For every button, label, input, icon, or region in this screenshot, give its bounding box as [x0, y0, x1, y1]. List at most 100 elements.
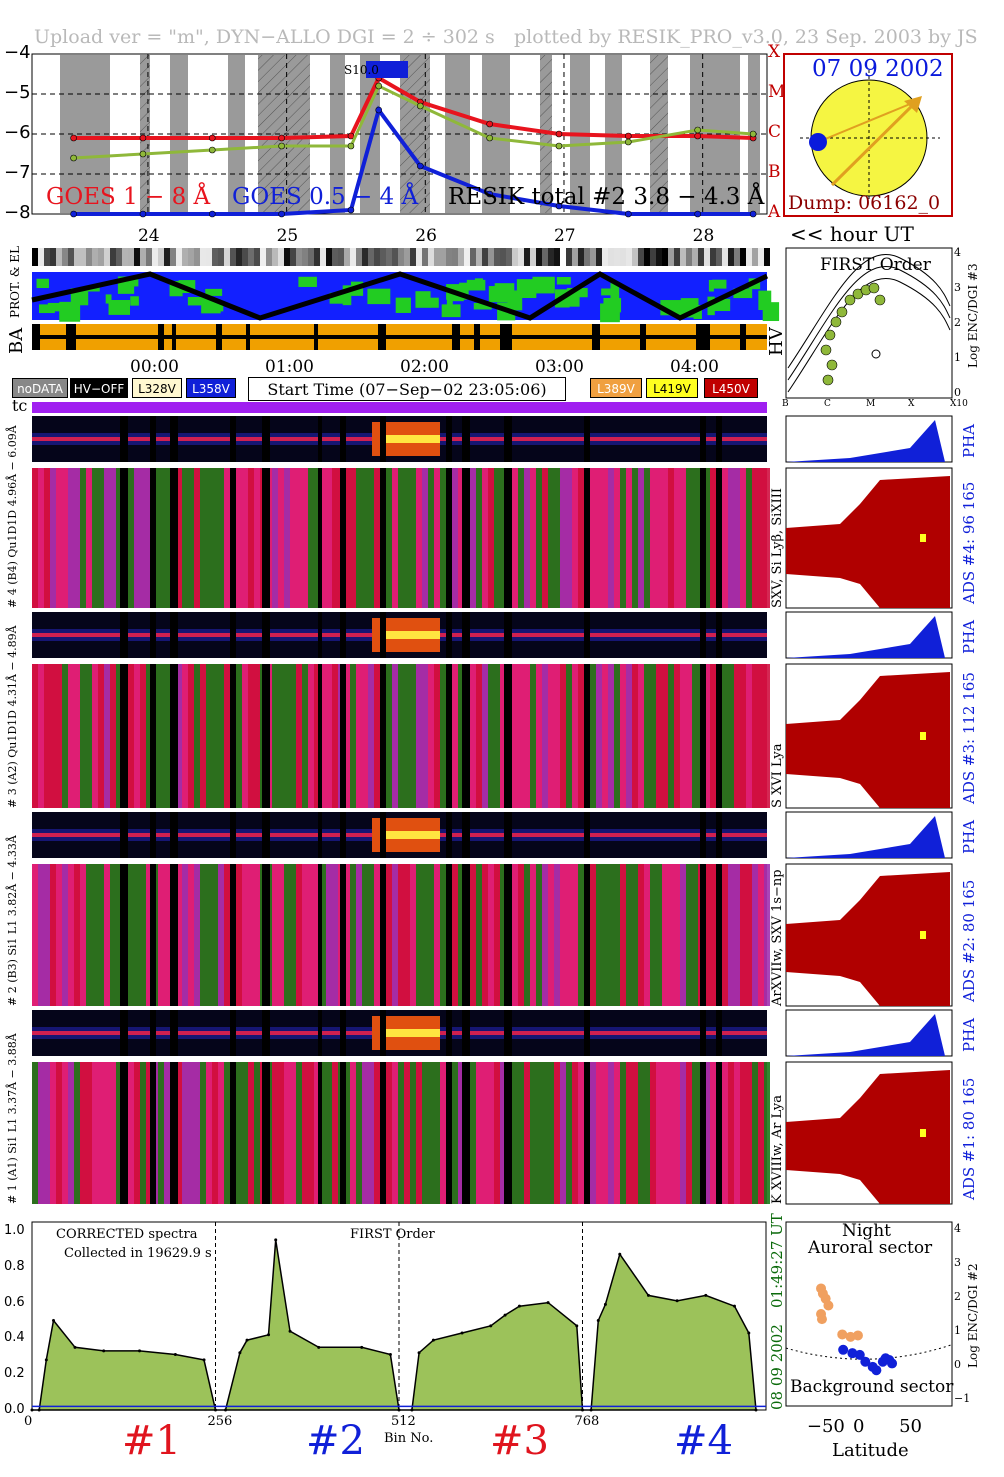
dyn-column	[644, 468, 650, 608]
dyn-column	[374, 664, 380, 808]
dyn-column	[356, 664, 362, 808]
el-cell	[674, 248, 680, 266]
pha-gap	[262, 416, 270, 462]
spectrum-point	[138, 1349, 142, 1353]
dyn-column	[356, 864, 362, 1006]
dyn-column	[614, 468, 620, 608]
dyn-column	[224, 864, 230, 1006]
goes-class-letter: B	[768, 162, 781, 182]
el-cell	[608, 248, 614, 266]
dyn-column	[116, 664, 122, 808]
spectrum-point	[288, 1329, 292, 1333]
dyn-column	[500, 468, 506, 608]
dyn-column	[548, 468, 554, 608]
dyn-column	[524, 664, 530, 808]
dyn-column	[284, 1062, 290, 1204]
el-cell	[236, 248, 242, 266]
dyn-column	[164, 468, 170, 608]
goes-series-point	[486, 190, 493, 198]
dyn-gap	[380, 864, 386, 1006]
dyn-column	[410, 664, 416, 808]
spectrum-point	[397, 1408, 401, 1412]
dyn-column	[596, 468, 602, 608]
pha-gap	[462, 416, 470, 462]
el-cell	[656, 248, 662, 266]
pha-gap	[380, 812, 386, 858]
dyn-column	[146, 864, 152, 1006]
dyn-column	[650, 664, 656, 808]
dyn-column	[626, 664, 632, 808]
night-label: Night	[842, 1221, 891, 1241]
dyn-column	[656, 468, 662, 608]
dyn-column	[500, 1062, 506, 1204]
el-cell	[182, 248, 188, 266]
el-cell	[722, 248, 728, 266]
sun-date: 07 09 2002	[812, 56, 944, 82]
dyn-column	[320, 1062, 326, 1204]
dyn-column	[128, 1062, 134, 1204]
spectrum-point	[704, 1293, 708, 1297]
prot-green	[708, 279, 714, 292]
spectrum-point	[317, 1345, 321, 1349]
goes-series-point	[347, 206, 355, 214]
dyn-column	[710, 664, 716, 808]
dyn-column	[728, 664, 734, 808]
dyn-column	[290, 864, 296, 1006]
first-order-y-tick: 3	[954, 281, 961, 294]
dyn-column	[740, 468, 746, 608]
el-cell	[746, 248, 752, 266]
dyn-column	[722, 864, 728, 1006]
first-order-curve	[787, 266, 951, 381]
dyn-gap	[170, 468, 178, 608]
spectrum-point	[581, 1408, 584, 1412]
dyn-column	[332, 1062, 338, 1204]
spectrum-point	[603, 1302, 607, 1306]
dyn-column	[548, 1062, 554, 1204]
pha-gap	[170, 416, 178, 462]
first-order-point	[868, 282, 880, 294]
dyn-column	[44, 468, 50, 608]
dyn-column	[608, 1062, 614, 1204]
dyn-column	[362, 1062, 368, 1204]
dyn-column	[656, 864, 662, 1006]
dyn-column	[308, 1062, 314, 1204]
dyn-column	[272, 1062, 278, 1204]
dyn-column	[344, 664, 350, 808]
dyn-column	[680, 1062, 686, 1204]
goes-x-tick: 28	[692, 226, 715, 246]
dyn-column	[224, 664, 230, 808]
dyn-column	[398, 468, 404, 608]
el-cell	[242, 248, 248, 266]
dyn-gap	[170, 664, 178, 808]
spectrum-x-tick: 0	[24, 1414, 33, 1429]
dyn-column	[620, 1062, 626, 1204]
dyn-column	[554, 468, 560, 608]
dyn-column	[734, 1062, 740, 1204]
dyn-column	[104, 1062, 110, 1204]
dyn-column	[302, 864, 308, 1006]
goes-series-point	[417, 102, 424, 110]
dyn-column	[578, 1062, 584, 1204]
resik-label: RESIK total #2 3.8 − 4.3 Å	[448, 184, 765, 210]
el-cell	[62, 248, 68, 266]
dyn-column	[572, 468, 578, 608]
dyn-column	[722, 1062, 728, 1204]
dyn-column	[32, 468, 38, 608]
dyn-column	[572, 864, 578, 1006]
dyn-column	[326, 1062, 332, 1204]
dyn-gap	[716, 468, 722, 608]
dyn-column	[722, 468, 728, 608]
latitude-boundary	[785, 1344, 953, 1360]
dyn-column	[614, 864, 620, 1006]
el-cell	[140, 248, 146, 266]
time-tick: 04:00	[670, 357, 719, 377]
spectrum-date: 08 09 2002	[768, 1324, 786, 1410]
latitude-point	[887, 1358, 898, 1369]
el-cell	[314, 248, 320, 266]
dyn-column	[158, 864, 164, 1006]
latitude-point	[845, 1331, 856, 1342]
dyn-column	[116, 468, 122, 608]
side-ads-shape	[786, 672, 950, 808]
dyn-gap	[446, 468, 452, 608]
pha-gap	[318, 416, 322, 462]
